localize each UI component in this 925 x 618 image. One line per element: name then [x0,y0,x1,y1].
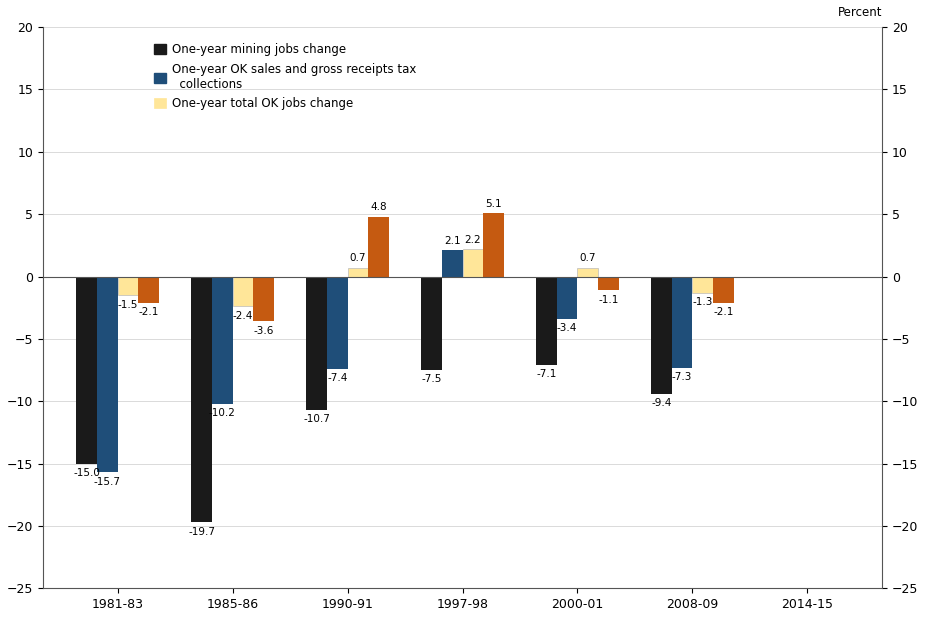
Text: 4.8: 4.8 [370,202,387,213]
Bar [692,276,713,293]
Bar [191,276,212,522]
Bar [348,268,368,276]
Text: -15.0: -15.0 [73,468,100,478]
Text: -19.7: -19.7 [188,527,216,536]
Text: -15.7: -15.7 [94,476,121,487]
Text: -2.1: -2.1 [139,307,159,317]
Bar [672,276,692,368]
Bar [536,276,557,365]
Text: -1.5: -1.5 [117,300,138,310]
Bar [212,276,233,404]
Bar [462,249,483,276]
Bar [557,276,577,319]
Text: Percent: Percent [837,6,882,19]
Text: -2.1: -2.1 [713,307,734,317]
Bar [77,276,97,464]
Text: 2.2: 2.2 [464,235,481,245]
Legend: One-year mining jobs change, One-year OK sales and gross receipts tax
  collecti: One-year mining jobs change, One-year OK… [150,38,421,115]
Bar [97,276,117,472]
Bar [442,250,462,276]
Text: -7.4: -7.4 [327,373,348,383]
Text: 5.1: 5.1 [486,198,502,208]
Bar [306,276,327,410]
Text: 2.1: 2.1 [444,236,461,246]
Text: -7.5: -7.5 [421,375,441,384]
Text: -1.3: -1.3 [693,297,713,307]
Text: 0.7: 0.7 [350,253,366,263]
Bar [713,276,734,303]
Bar [253,276,274,321]
Text: -3.6: -3.6 [253,326,274,336]
Bar [139,276,159,303]
Text: -2.4: -2.4 [233,311,253,321]
Text: -10.7: -10.7 [303,414,330,425]
Text: -1.1: -1.1 [598,295,619,305]
Text: -9.4: -9.4 [651,398,672,408]
Text: -7.3: -7.3 [672,372,692,382]
Text: 0.7: 0.7 [580,253,596,263]
Bar [368,217,388,276]
Bar [327,276,348,369]
Bar [598,276,619,290]
Bar [233,276,253,307]
Text: -3.4: -3.4 [557,323,577,333]
Text: -10.2: -10.2 [209,408,236,418]
Bar [577,268,598,276]
Bar [483,213,504,276]
Bar [651,276,672,394]
Bar [117,276,139,295]
Text: -7.1: -7.1 [536,370,557,379]
Bar [421,276,442,370]
